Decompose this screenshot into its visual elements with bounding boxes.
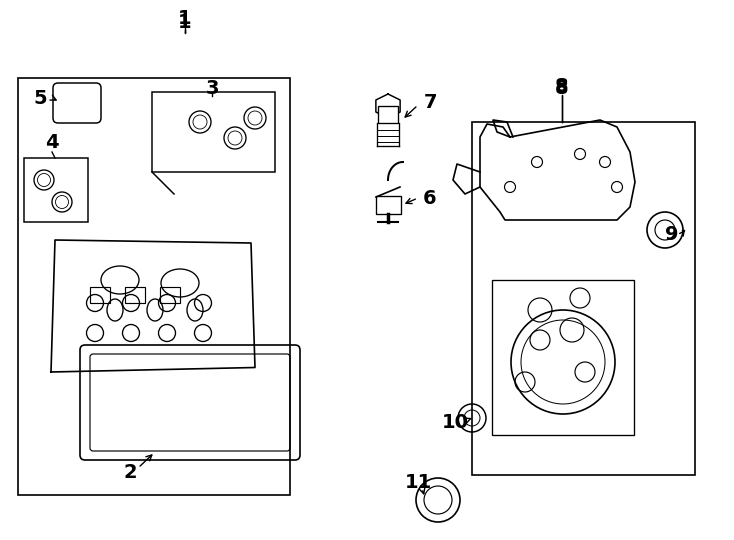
Bar: [160, 287, 180, 303]
Bar: [90, 287, 110, 303]
Bar: [472, 122, 695, 475]
Bar: [376, 196, 401, 214]
Bar: [492, 280, 634, 435]
Text: 5: 5: [33, 89, 47, 107]
Text: 3: 3: [206, 78, 219, 98]
Text: 1: 1: [178, 12, 192, 31]
Bar: [125, 287, 145, 303]
Bar: [24, 158, 88, 222]
Text: 9: 9: [665, 226, 679, 245]
Bar: [152, 92, 275, 172]
Text: 8: 8: [555, 77, 569, 96]
Text: 2: 2: [123, 462, 137, 482]
Text: 4: 4: [46, 132, 59, 152]
Text: 1: 1: [178, 9, 192, 28]
Bar: [18, 78, 290, 495]
Text: 11: 11: [404, 472, 432, 491]
Text: 8: 8: [555, 78, 569, 98]
Bar: [378, 106, 398, 123]
Text: 10: 10: [441, 413, 468, 431]
Text: 6: 6: [424, 188, 437, 207]
Text: 7: 7: [424, 92, 437, 111]
